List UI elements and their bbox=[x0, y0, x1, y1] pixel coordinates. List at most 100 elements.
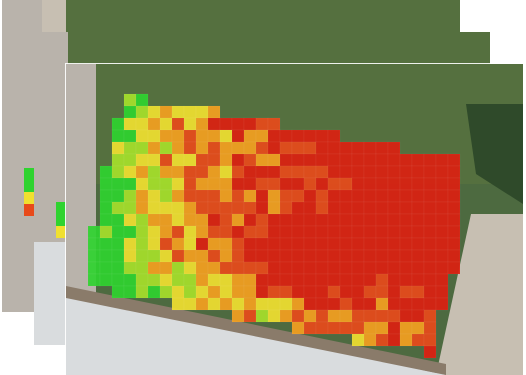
yield-cell bbox=[375, 249, 389, 263]
yield-cell bbox=[111, 165, 125, 179]
yield-cell bbox=[159, 237, 173, 251]
yield-cell bbox=[159, 153, 173, 167]
yield-cell bbox=[243, 273, 257, 287]
yield-cell bbox=[159, 201, 173, 215]
yield-cell bbox=[387, 225, 401, 239]
yield-cell bbox=[447, 237, 461, 251]
yield-cell bbox=[183, 105, 197, 119]
yield-cell bbox=[219, 273, 233, 287]
yield-cell bbox=[327, 141, 341, 155]
yield-cell bbox=[135, 189, 149, 203]
yield-cell bbox=[279, 225, 293, 239]
yield-cell bbox=[387, 273, 401, 287]
yield-cell bbox=[159, 225, 173, 239]
yield-cell bbox=[159, 117, 173, 131]
yield-cell bbox=[243, 201, 257, 215]
yield-cell bbox=[291, 249, 305, 263]
yield-cell bbox=[123, 273, 137, 287]
yield-cell bbox=[315, 213, 329, 227]
yield-cell bbox=[351, 321, 365, 335]
yield-cell bbox=[231, 309, 245, 323]
yield-cell bbox=[111, 285, 125, 299]
yield-cell bbox=[243, 297, 257, 311]
yield-cell bbox=[135, 237, 149, 251]
yield-cell bbox=[147, 105, 161, 119]
yield-cell bbox=[195, 261, 209, 275]
yield-cell bbox=[99, 213, 113, 227]
yield-cell bbox=[87, 237, 101, 251]
yield-cell bbox=[243, 117, 257, 131]
yield-cell bbox=[363, 165, 377, 179]
yield-cell bbox=[327, 225, 341, 239]
yield-cell bbox=[207, 177, 221, 191]
yield-cell bbox=[447, 153, 461, 167]
yield-cell bbox=[147, 153, 161, 167]
heat-cells-middle bbox=[56, 202, 66, 238]
yield-cell bbox=[447, 189, 461, 203]
yield-cell bbox=[195, 297, 209, 311]
yield-cell bbox=[219, 261, 233, 275]
yield-cell bbox=[387, 285, 401, 299]
yield-cell bbox=[123, 177, 137, 191]
yield-cell bbox=[171, 165, 185, 179]
yield-cell bbox=[255, 165, 269, 179]
yield-cell bbox=[399, 333, 413, 347]
yield-cell bbox=[207, 105, 221, 119]
yield-cell bbox=[183, 141, 197, 155]
yield-cell bbox=[147, 177, 161, 191]
yield-cell bbox=[135, 141, 149, 155]
yield-cell bbox=[123, 165, 137, 179]
yield-cell bbox=[435, 213, 449, 227]
yield-cell bbox=[255, 129, 269, 143]
yield-cell bbox=[207, 225, 221, 239]
yield-cell bbox=[99, 261, 113, 275]
yield-cell bbox=[255, 285, 269, 299]
yield-cell bbox=[219, 165, 233, 179]
yield-cell bbox=[351, 189, 365, 203]
yield-cell bbox=[267, 261, 281, 275]
yield-cell bbox=[99, 189, 113, 203]
yield-cell bbox=[267, 285, 281, 299]
yield-cell bbox=[363, 153, 377, 167]
yield-cell bbox=[267, 189, 281, 203]
yield-cell bbox=[351, 201, 365, 215]
yield-cell bbox=[423, 165, 437, 179]
yield-cell bbox=[111, 141, 125, 155]
yield-cell bbox=[363, 201, 377, 215]
yield-cell bbox=[99, 273, 113, 287]
yield-cell bbox=[267, 129, 281, 143]
pale-field-right bbox=[436, 214, 523, 375]
yield-cell bbox=[447, 225, 461, 239]
yield-cell bbox=[303, 177, 317, 191]
yield-cell bbox=[387, 141, 401, 155]
yield-cell bbox=[207, 261, 221, 275]
yield-cell bbox=[183, 261, 197, 275]
yield-cell bbox=[267, 249, 281, 263]
yield-cell bbox=[411, 297, 425, 311]
yield-cell bbox=[219, 129, 233, 143]
yield-cell bbox=[423, 225, 437, 239]
yield-cell bbox=[183, 201, 197, 215]
yield-cell bbox=[159, 261, 173, 275]
yield-cell bbox=[339, 273, 353, 287]
yield-cell bbox=[327, 237, 341, 251]
yield-cell bbox=[99, 165, 113, 179]
yield-cell bbox=[351, 165, 365, 179]
yield-cell bbox=[243, 189, 257, 203]
yield-cell bbox=[171, 105, 185, 119]
yield-cell bbox=[207, 285, 221, 299]
yield-cell bbox=[135, 105, 149, 119]
yield-cell bbox=[123, 93, 137, 107]
yield-cell bbox=[399, 153, 413, 167]
yield-cell bbox=[255, 213, 269, 227]
yield-cell bbox=[399, 285, 413, 299]
yield-cell bbox=[387, 297, 401, 311]
yield-cell bbox=[327, 213, 341, 227]
yield-cell bbox=[303, 213, 317, 227]
yield-cell bbox=[387, 261, 401, 275]
yield-cell bbox=[135, 273, 149, 287]
yield-cell bbox=[219, 117, 233, 131]
yield-cell bbox=[159, 105, 173, 119]
yield-cell bbox=[171, 249, 185, 263]
yield-cell bbox=[255, 261, 269, 275]
